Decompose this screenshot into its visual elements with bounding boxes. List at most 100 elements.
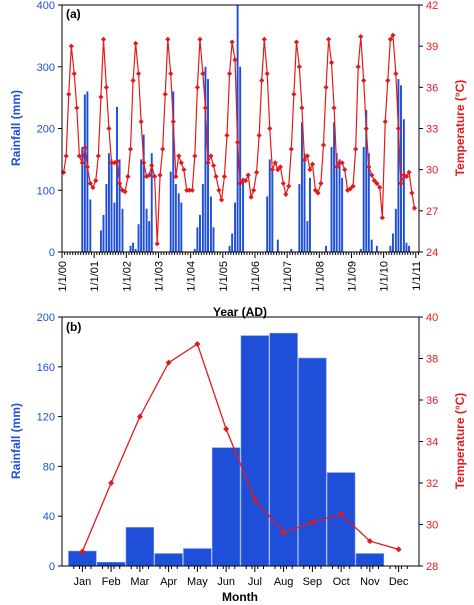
temperature-point (312, 187, 319, 193)
y2-tick-label: 27 (426, 206, 438, 218)
temperature-point (411, 205, 418, 211)
rain-bar (298, 184, 301, 252)
rain-bar (121, 208, 124, 252)
temperature-point (224, 132, 230, 138)
rain-bar (365, 109, 368, 252)
temperature-point (133, 40, 139, 47)
x-tick-label: 1/1/09 (346, 261, 358, 292)
y-tick-label: 0 (49, 247, 55, 259)
x-tick-label: 1/1/05 (218, 261, 230, 292)
temperature-point (382, 119, 388, 125)
x-tick-label: 1/1/00 (57, 261, 69, 292)
temperature-point (409, 190, 415, 196)
rain-bar (367, 153, 370, 252)
x-tick-label: 1/1/04 (186, 261, 198, 292)
temperature-point (226, 71, 233, 77)
temperature-point (283, 191, 289, 197)
temperature-point (277, 164, 283, 170)
rain-bar (81, 147, 84, 252)
temperature-point (339, 160, 345, 166)
rain-bar (132, 242, 135, 252)
temperature-point (331, 105, 337, 111)
temperature-point (125, 173, 131, 180)
temperature-point (106, 125, 112, 132)
rain-bar (180, 202, 183, 252)
temperature-point (251, 496, 258, 503)
temperature-point (79, 548, 86, 555)
rain-bar (271, 171, 274, 252)
temperature-point (76, 153, 82, 159)
temperature-point (301, 157, 308, 163)
y-tick-label: 120 (37, 412, 55, 424)
temperature-point (403, 173, 410, 180)
rain-bar (129, 245, 132, 252)
temperature-point (173, 173, 179, 180)
temperature-point (122, 189, 128, 195)
temperature-point (269, 167, 275, 173)
temperature-point (210, 162, 217, 169)
panel-b-ylabel: Rainfall (mm) (9, 403, 23, 479)
temperature-point (218, 197, 225, 203)
y2-tick-label: 33 (426, 124, 438, 136)
temperature-point (205, 160, 211, 166)
temperature-point (165, 36, 171, 42)
temperature-point (138, 119, 144, 125)
temperature-point (68, 43, 74, 49)
x-tick-label: Oct (333, 576, 350, 588)
rain-bar (125, 527, 155, 567)
temperature-point (323, 84, 329, 90)
temperature-point (194, 84, 201, 90)
temperature-point (374, 180, 380, 186)
panel-a-ylabel: Rainfall (mm) (9, 90, 23, 166)
panel-b-plot-frame (61, 316, 420, 567)
rain-bar (228, 245, 231, 252)
y-tick-label: 160 (37, 362, 55, 374)
rain-bar (234, 202, 236, 252)
y-tick-label: 80 (43, 461, 55, 473)
rain-bar (174, 184, 177, 252)
temperature-point (395, 125, 402, 132)
rain-bar (169, 171, 172, 252)
temperature-point (259, 77, 265, 84)
temperature-point (229, 39, 235, 45)
temperature-point (355, 64, 361, 70)
rain-bar (266, 196, 269, 252)
temperature-point (98, 94, 104, 100)
temperature-point (358, 33, 364, 40)
temperature-point (165, 359, 172, 366)
temperature-point (398, 180, 404, 186)
temperature-point (261, 36, 267, 42)
rain-bar (402, 119, 405, 252)
x-tick-label: Mar (130, 576, 149, 588)
rain-bar (183, 548, 212, 567)
temperature-point (353, 146, 359, 152)
temperature-point (154, 241, 160, 247)
temperature-point (208, 153, 214, 159)
y2-tick-label: 40 (426, 312, 438, 324)
rain-bar (359, 248, 362, 252)
x-tick-label: 1/1/02 (121, 261, 133, 292)
rain-bar (142, 134, 145, 252)
x-tick-label: Dec (389, 576, 409, 588)
rain-bar (211, 447, 241, 567)
y2-tick-label: 32 (426, 478, 438, 490)
temperature-point (366, 164, 372, 170)
rain-bar (150, 153, 153, 252)
panel-b-label: (b) (66, 320, 81, 334)
temperature-point (393, 71, 399, 77)
panel-b-xlabel: Month (222, 590, 258, 604)
rain-bar (268, 159, 271, 252)
temperature-point (162, 91, 168, 97)
panel-a-left-axis: 0 100 200 300 400 (37, 0, 62, 259)
rain-bar (154, 553, 183, 567)
temperature-point (288, 146, 294, 152)
temperature-point (146, 172, 152, 178)
temperature-point (280, 529, 287, 536)
x-tick-label: Sep (303, 576, 323, 588)
temperature-point (342, 167, 348, 173)
temperature-point (160, 146, 166, 152)
rain-bar (298, 357, 327, 567)
temperature-point (237, 180, 243, 186)
rain-bar (231, 233, 234, 252)
